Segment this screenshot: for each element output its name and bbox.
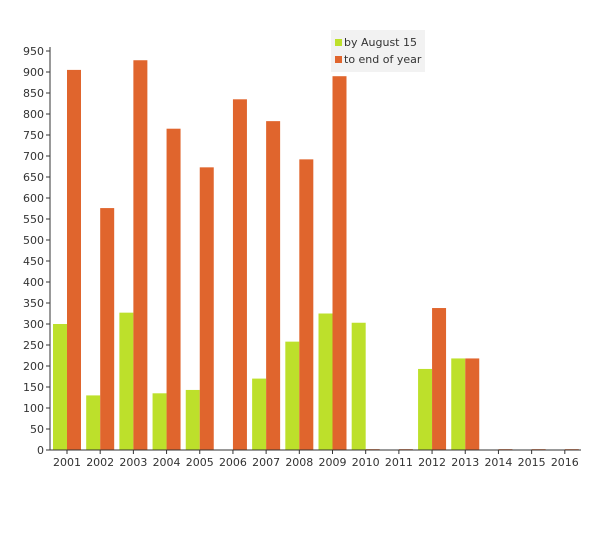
x-tick-label-2009: 2009 (319, 456, 347, 469)
y-tick-label-450: 450 (23, 255, 44, 268)
bar-to-end-of-year-2013 (465, 358, 480, 450)
x-tick-label-2015: 2015 (518, 456, 546, 469)
x-tick-label-2003: 2003 (119, 456, 147, 469)
y-tick-label-350: 350 (23, 297, 44, 310)
bars (53, 60, 579, 451)
x-tick-label-2013: 2013 (451, 456, 479, 469)
bar-by-august-15-2007 (252, 378, 267, 450)
x-tick-label-2002: 2002 (86, 456, 114, 469)
x-tick-label-2014: 2014 (484, 456, 512, 469)
y-tick-label-100: 100 (23, 402, 44, 415)
y-axis: 0 50 100 150 200 250 300 350 400 450 500 550 600 650 7… (23, 45, 51, 457)
y-tick-label-700: 700 (23, 150, 44, 163)
y-tick-label-850: 850 (23, 87, 44, 100)
bar-to-end-of-year-2003 (133, 60, 148, 451)
y-tick-label-300: 300 (23, 318, 44, 331)
bar-by-august-15-2003 (119, 312, 134, 450)
y-tick-label-800: 800 (23, 108, 44, 121)
bar-to-end-of-year-2007 (266, 121, 281, 450)
y-tick-label-650: 650 (23, 171, 44, 184)
bar-by-august-15-2010 (351, 322, 366, 450)
bar-by-august-15-2012 (418, 368, 433, 450)
bar-to-end-of-year-2004 (166, 128, 181, 450)
x-tick-label-2011: 2011 (385, 456, 413, 469)
bar-to-end-of-year-2001 (67, 69, 81, 451)
y-tick-label-550: 550 (23, 213, 44, 226)
bar-to-end-of-year-2012 (432, 308, 447, 450)
x-tick-label-2010: 2010 (352, 456, 380, 469)
y-tick-label-150: 150 (23, 381, 44, 394)
legend-box (331, 30, 425, 72)
x-axis: 2001 2002 2003 2004 2005 2006 2007 2008 2009 2010… (50, 449, 581, 469)
bar-to-end-of-year-2009 (332, 76, 347, 450)
y-tick-label-900: 900 (23, 66, 44, 79)
x-tick-label-2012: 2012 (418, 456, 446, 469)
legend: by August 15 to end of year (331, 30, 425, 72)
y-tick-label-600: 600 (23, 192, 44, 205)
y-tick-label-200: 200 (23, 360, 44, 373)
y-tick-label-0: 0 (37, 444, 44, 457)
bar-by-august-15-2004 (152, 393, 167, 450)
bar-by-august-15-2005 (185, 389, 200, 450)
x-tick-label-2004: 2004 (153, 456, 181, 469)
legend-swatch-by-august-15 (335, 39, 342, 46)
legend-label-to-end-of-year: to end of year (344, 53, 422, 66)
y-tick-label-950: 950 (23, 45, 44, 58)
bar-by-august-15-2013 (451, 358, 466, 450)
bar-by-august-15-2002 (86, 395, 101, 450)
x-tick-label-2007: 2007 (252, 456, 280, 469)
bar-to-end-of-year-2005 (199, 167, 214, 450)
y-tick-label-250: 250 (23, 339, 44, 352)
legend-swatch-to-end-of-year (335, 56, 342, 63)
bar-by-august-15-2008 (285, 341, 300, 450)
y-tick-label-400: 400 (23, 276, 44, 289)
bar-to-end-of-year-2006 (232, 99, 247, 451)
x-tick-label-2005: 2005 (186, 456, 214, 469)
legend-label-by-august-15: by August 15 (344, 36, 417, 49)
bar-by-august-15-2001 (53, 324, 67, 450)
bar-by-august-15-2009 (318, 313, 333, 450)
x-tick-label-2006: 2006 (219, 456, 247, 469)
x-tick-label-2001: 2001 (53, 456, 81, 469)
x-tick-label-2008: 2008 (285, 456, 313, 469)
y-tick-label-50: 50 (30, 423, 44, 436)
y-tick-label-500: 500 (23, 234, 44, 247)
bar-to-end-of-year-2008 (299, 159, 314, 451)
y-tick-label-750: 750 (23, 129, 44, 142)
bar-to-end-of-year-2002 (100, 208, 115, 450)
x-tick-label-2016: 2016 (551, 456, 579, 469)
